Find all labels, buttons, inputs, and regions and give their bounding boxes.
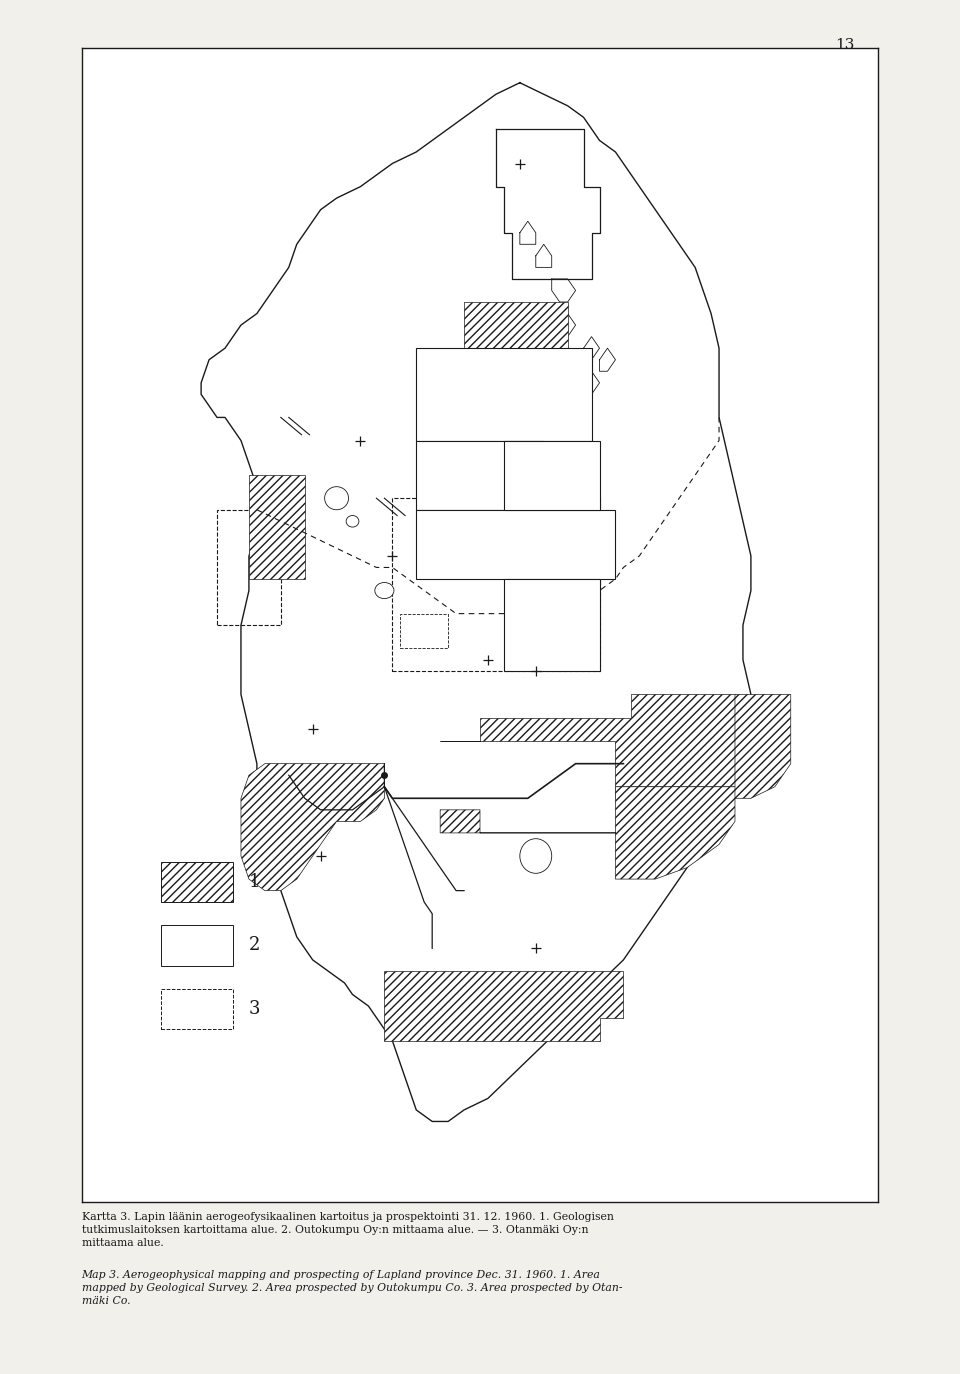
Polygon shape bbox=[615, 694, 791, 798]
Polygon shape bbox=[384, 971, 623, 1040]
Text: Kartta 3. Lapin läänin aerogeofysikaalinen kartoitus ja prospektointi 31. 12. 19: Kartta 3. Lapin läänin aerogeofysikaalin… bbox=[82, 1212, 613, 1248]
Bar bbox=[504, 348, 591, 441]
Bar bbox=[504, 441, 599, 510]
Ellipse shape bbox=[324, 486, 348, 510]
Ellipse shape bbox=[347, 515, 359, 528]
Bar bbox=[464, 302, 567, 371]
Text: Map 3. Aerogeophysical mapping and prospecting of Lapland province Dec. 31. 1960: Map 3. Aerogeophysical mapping and prosp… bbox=[82, 1270, 622, 1305]
Bar bbox=[417, 510, 615, 578]
Bar bbox=[417, 441, 543, 510]
Text: 2: 2 bbox=[249, 937, 260, 955]
Bar bbox=[504, 578, 599, 672]
Text: 1: 1 bbox=[249, 872, 260, 890]
Polygon shape bbox=[241, 764, 384, 890]
Ellipse shape bbox=[374, 583, 394, 599]
Bar bbox=[161, 989, 233, 1029]
Bar bbox=[161, 925, 233, 966]
Bar bbox=[217, 510, 280, 625]
Polygon shape bbox=[440, 694, 735, 787]
Polygon shape bbox=[202, 82, 751, 1121]
Text: 13: 13 bbox=[835, 38, 854, 52]
Bar bbox=[393, 499, 599, 672]
Polygon shape bbox=[440, 787, 735, 879]
Bar bbox=[400, 614, 448, 649]
Bar bbox=[417, 348, 591, 441]
Bar bbox=[249, 475, 304, 578]
Text: 3: 3 bbox=[249, 1000, 260, 1018]
Ellipse shape bbox=[519, 838, 552, 874]
Bar bbox=[161, 861, 233, 903]
Polygon shape bbox=[496, 129, 599, 279]
